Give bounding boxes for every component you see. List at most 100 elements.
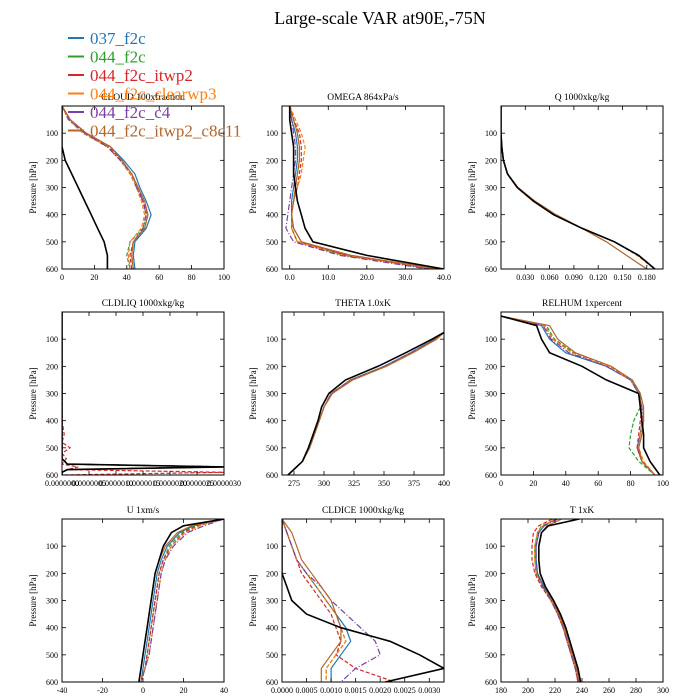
x-tick-label: 0 (60, 273, 64, 282)
series-line-044_f2c (62, 312, 224, 475)
legend-label: 044_f2c_c4 (90, 103, 171, 122)
series-line-044_f2c_clearwp3 (62, 312, 224, 475)
x-tick-label: 0.0000010 (99, 479, 133, 488)
series-line-obs (501, 315, 661, 475)
y-tick-label: 100 (485, 129, 497, 138)
panel-8: CLDICE 1000xkg/kg 0.0000 0.0005 0.0010 0.001… (248, 506, 445, 695)
x-tick-label: -40 (57, 686, 68, 695)
x-tick-label: 0.0005 (296, 686, 318, 695)
x-tick-label: 0.150 (614, 273, 632, 282)
x-tick-label: 0.0000030 (207, 479, 241, 488)
x-tick-label: 20 (180, 686, 188, 695)
y-axis-label: Pressure [hPa] (28, 367, 38, 419)
x-tick-label: 280 (630, 686, 642, 695)
panel-2: OMEGA 864xPa/s 0.0 10.0 20.0 30.0 40.0 100 200 3… (248, 93, 451, 282)
panel-title: OMEGA 864xPa/s (327, 93, 399, 103)
legend-label: 044_f2c (90, 48, 146, 67)
panel-9: T 1xK 180 200 220 240 260 280 300 100 200 300 400 50… (467, 506, 669, 695)
y-tick-label: 100 (46, 542, 58, 551)
series-line-044_f2c_itwp2 (501, 315, 656, 475)
y-tick-label: 200 (46, 156, 58, 165)
x-tick-label: -20 (97, 686, 108, 695)
x-tick-label: 0.0010 (320, 686, 342, 695)
y-axis-label: Pressure [hPa] (248, 161, 258, 213)
y-axis-label: Pressure [hPa] (467, 161, 477, 213)
y-tick-label: 400 (46, 417, 58, 426)
x-tick-label: 40 (123, 273, 131, 282)
y-tick-label: 100 (266, 542, 278, 551)
series-group (62, 106, 152, 269)
y-tick-label: 600 (46, 265, 58, 274)
series-line-037_f2c (501, 315, 656, 475)
y-tick-label: 400 (266, 624, 278, 633)
y-tick-label: 300 (46, 597, 58, 606)
y-tick-label: 300 (485, 597, 497, 606)
y-tick-label: 400 (485, 624, 497, 633)
panel-title: CLDICE 1000xkg/kg (322, 506, 404, 516)
series-line-044_f2c_c4 (285, 106, 429, 269)
series-group (501, 106, 656, 269)
x-tick-label: 40 (220, 686, 228, 695)
series-line-044_f2c_clearwp3 (289, 106, 437, 269)
y-tick-label: 500 (485, 651, 497, 660)
series-line-044_f2c_itwp2_c8c11 (62, 312, 224, 475)
figure-title: Large-scale VAR at90E,-75N (274, 8, 485, 28)
y-tick-label: 100 (266, 129, 278, 138)
x-tick-label: 20.0 (360, 273, 374, 282)
x-tick-label: 40 (562, 479, 570, 488)
series-line-044_f2c_itwp2_c8c11 (289, 106, 441, 269)
x-tick-label: 60 (594, 479, 602, 488)
plot-frame (500, 518, 664, 683)
series-line-044_f2c_c4 (140, 519, 224, 682)
series-line-044_f2c (501, 315, 656, 475)
legend-label: 044_f2c_clearwp3 (90, 85, 217, 104)
x-tick-label: 325 (348, 479, 360, 488)
x-tick-label: 0.0 (285, 273, 295, 282)
y-tick-label: 300 (485, 390, 497, 399)
x-tick-label: 40.0 (437, 273, 451, 282)
y-tick-label: 200 (266, 362, 278, 371)
x-tick-label: 0 (141, 686, 145, 695)
y-tick-label: 600 (46, 678, 58, 687)
series-line-044_f2c_itwp2 (501, 106, 656, 269)
series-line-037_f2c (287, 331, 444, 475)
series-line-obs (537, 519, 582, 682)
series-line-obs (62, 106, 109, 269)
panel-1: CLOUD 100xfraction 0 20 40 60 80 100 100 200 300 4… (28, 92, 230, 282)
series-line-044_f2c_itwp2_c8c11 (62, 106, 149, 269)
y-tick-label: 300 (485, 184, 497, 193)
y-tick-label: 400 (266, 211, 278, 220)
series-line-044_f2c (501, 106, 656, 269)
y-axis-label: Pressure [hPa] (248, 574, 258, 626)
x-tick-label: 0.120 (589, 273, 607, 282)
panel-title: THETA 1.0xK (335, 299, 391, 309)
series-group (285, 106, 444, 269)
panel-title: RELHUM 1xpercent (542, 299, 622, 309)
plot-frame (281, 311, 445, 476)
series-line-obs (288, 106, 444, 269)
y-tick-label: 500 (266, 238, 278, 247)
y-tick-label: 100 (46, 129, 58, 138)
y-tick-label: 300 (266, 597, 278, 606)
x-tick-label: 275 (288, 479, 300, 488)
x-tick-label: 0.0020 (369, 686, 391, 695)
series-group (501, 315, 661, 475)
y-tick-label: 100 (266, 335, 278, 344)
panel-5: THETA 1.0xK 275 300 325 350 375 400 100 200 300 40… (248, 299, 450, 488)
y-tick-label: 300 (266, 390, 278, 399)
y-tick-label: 300 (46, 184, 58, 193)
series-group (287, 331, 444, 475)
y-tick-label: 600 (266, 265, 278, 274)
series-line-obs (138, 519, 224, 682)
x-tick-label: 0.030 (516, 273, 534, 282)
series-line-obs (287, 331, 444, 475)
x-tick-label: 180 (495, 686, 507, 695)
y-tick-label: 100 (46, 335, 58, 344)
y-tick-label: 500 (46, 444, 58, 453)
series-group (282, 519, 444, 682)
y-tick-label: 100 (485, 335, 497, 344)
series-group (62, 312, 224, 475)
x-tick-label: 300 (318, 479, 330, 488)
y-tick-label: 500 (485, 444, 497, 453)
